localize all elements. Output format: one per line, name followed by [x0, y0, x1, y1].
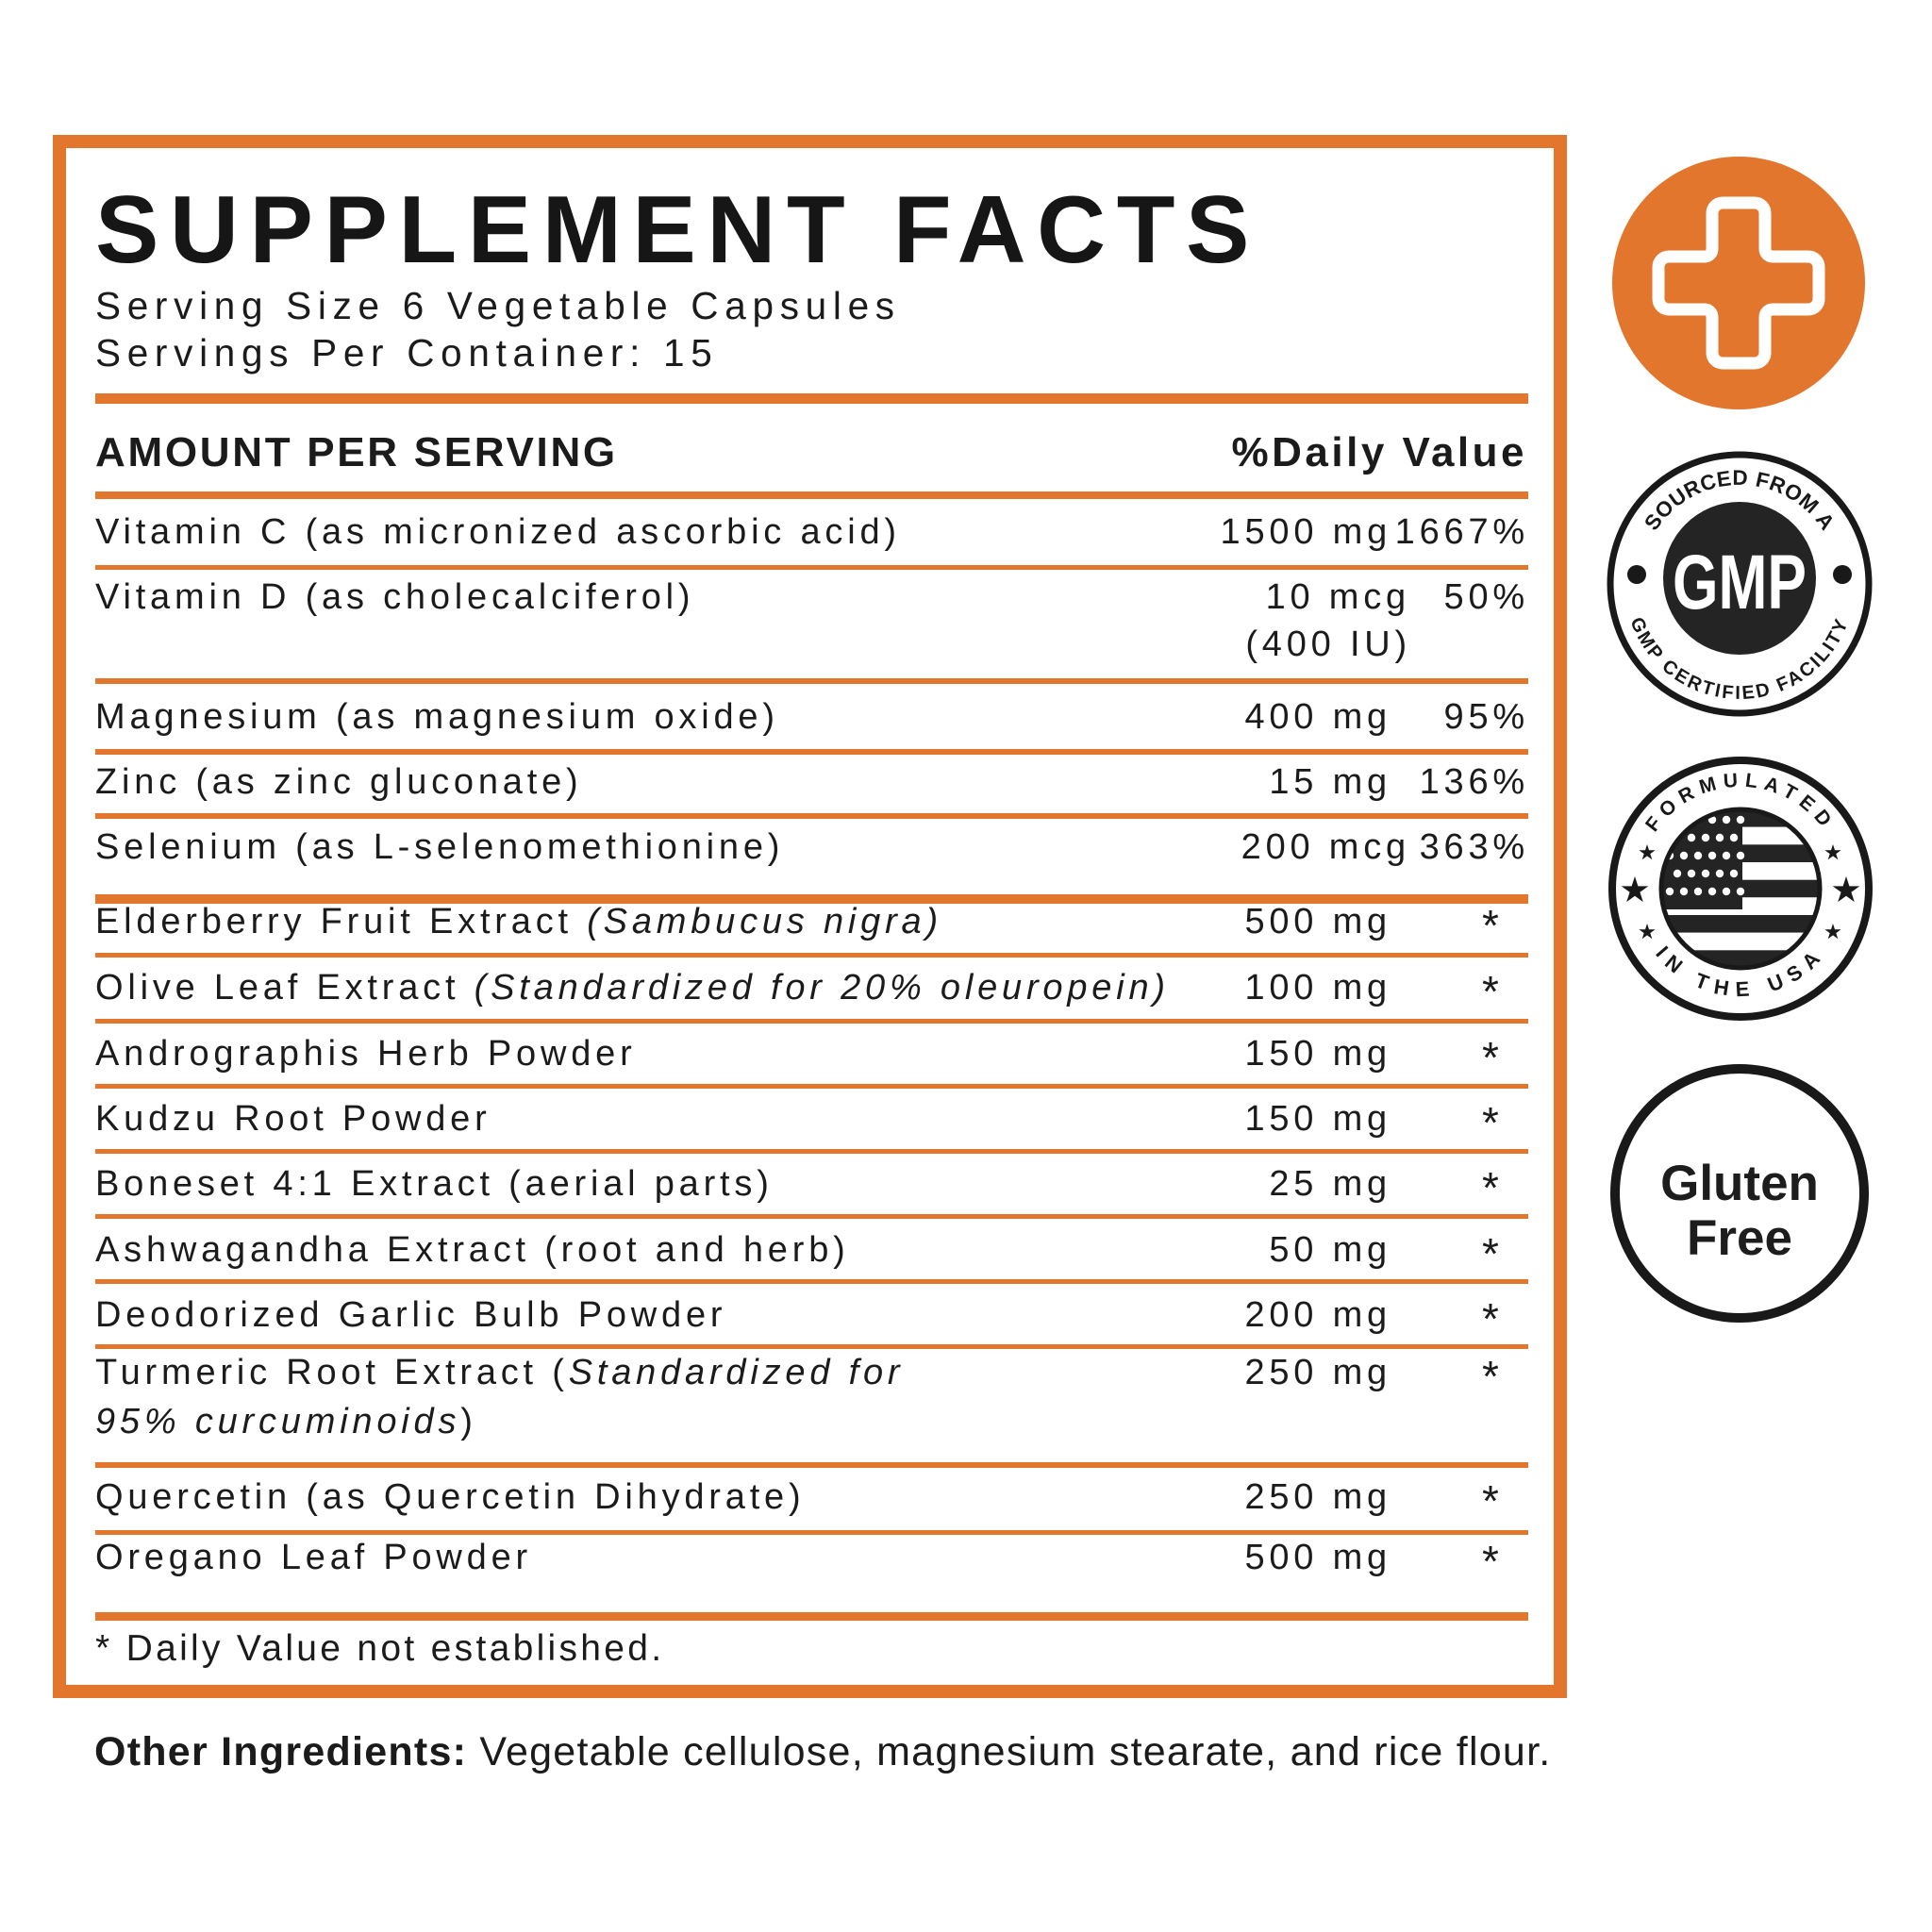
svg-text:Gluten: Gluten: [1660, 1156, 1819, 1211]
svg-text:GMP: GMP: [1673, 540, 1807, 625]
svg-text:Free: Free: [1687, 1210, 1792, 1266]
